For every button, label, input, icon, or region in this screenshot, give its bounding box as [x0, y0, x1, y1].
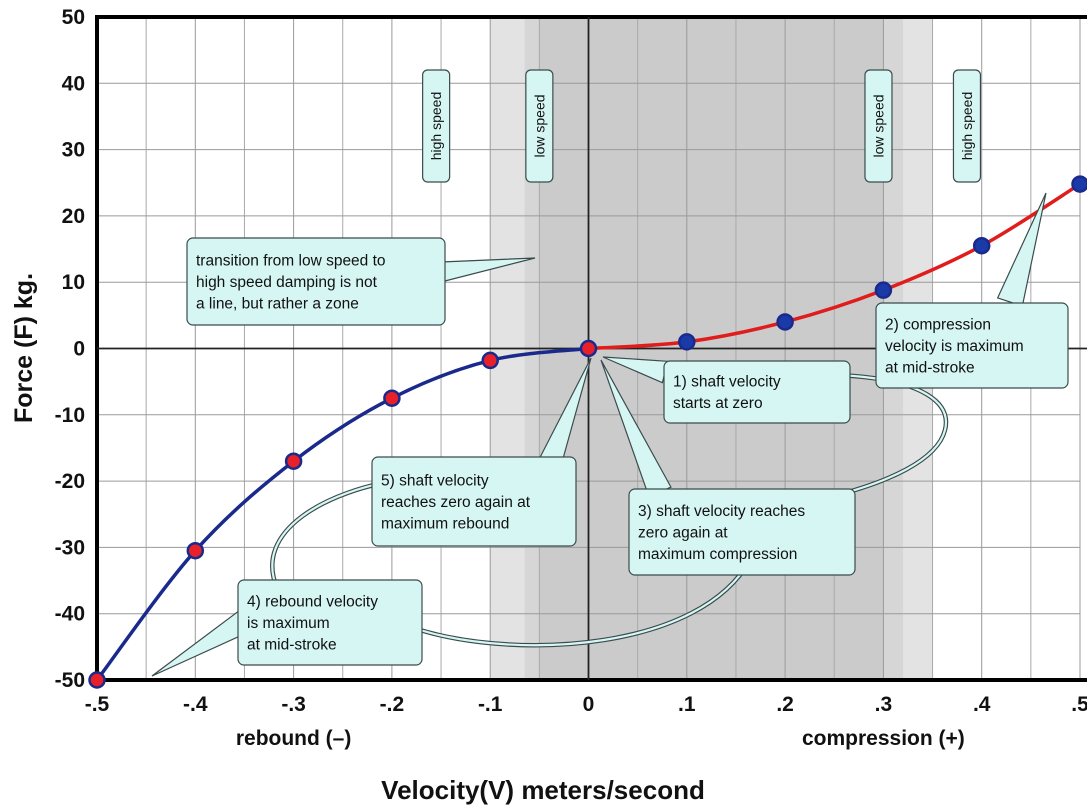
zone-band-label: high speed: [422, 69, 451, 183]
callouts: transition from low speed to high speed d…: [186, 237, 1069, 666]
zone-band-label-text: low speed: [870, 94, 886, 157]
x-tick-label: .1: [678, 693, 696, 716]
callout-text-line: starts at zero: [673, 395, 763, 412]
x-tick-label: 0: [583, 693, 595, 716]
x-axis-title: Velocity(V) meters/second: [381, 775, 705, 805]
x-tick-label: -.4: [183, 693, 208, 716]
callout-text-line: velocity is maximum: [885, 338, 1024, 355]
zone-band-label-box: [864, 69, 893, 183]
x-tick-label: .5: [1071, 693, 1087, 716]
y-tick-label: 40: [62, 72, 85, 95]
data-point: [776, 313, 794, 331]
callout-text-line: 2) compression: [885, 316, 991, 333]
y-tick-label: 30: [62, 139, 85, 162]
x-sublabel-compression: compression (+): [802, 727, 965, 750]
callout-text-line: at mid-stroke: [247, 636, 337, 653]
callout-rebound-zero: 5) shaft velocity reaches zero again at ma…: [371, 456, 577, 547]
series: [88, 175, 1087, 689]
callout-text-line: 1) shaft velocity: [673, 374, 781, 391]
zone-labels: high speed low speed low speed high speed: [422, 69, 982, 183]
x-tick-label: -.5: [85, 693, 110, 716]
zone-band-label-text: low speed: [531, 94, 547, 157]
zone-band-label: low speed: [525, 69, 554, 183]
callout-text-line: maximum compression: [638, 546, 797, 563]
data-point: [481, 351, 499, 370]
y-tick-label: -40: [55, 603, 85, 626]
callout-text-line: is maximum: [247, 615, 330, 632]
callout-text-line: 4) rebound velocity: [247, 593, 378, 610]
callout-text-line: transition from low speed to: [196, 252, 386, 269]
tick-labels: -50 -40 -30 -20 -10 0 10 20 30 40 50 -.5 -.4 -.3 -.2 -.…: [55, 6, 1087, 750]
data-point: [972, 236, 991, 255]
data-point: [186, 541, 205, 560]
callout-text-line: a line, but rather a zone: [196, 295, 359, 312]
y-tick-label: 10: [62, 271, 85, 294]
callout-text-line: high speed damping is not: [196, 274, 378, 291]
callout-rebound-max: 4) rebound velocity is maximum at mid-stro…: [237, 579, 423, 666]
y-tick-label: 50: [62, 6, 85, 29]
x-tick-label: .3: [875, 693, 893, 716]
x-tick-label: .2: [776, 693, 794, 716]
x-tick-label: -.3: [281, 693, 306, 716]
connector-sweep-c: [418, 558, 752, 647]
zone-band-label-box: [525, 69, 554, 183]
callout-text-line: at mid-stroke: [885, 359, 975, 376]
y-axis-title: Force (F) kg.: [10, 273, 38, 423]
callout-box: [875, 302, 1069, 389]
callout-transition-zone: transition from low speed to high speed d…: [186, 237, 446, 326]
y-tick-label: -50: [55, 669, 85, 692]
axis-titles: Velocity(V) meters/second Force (F) kg.: [10, 273, 705, 805]
callout-text-line: zero again at: [638, 524, 728, 541]
callout-compression-max: 2) compression velocity is maximum at mid-…: [875, 302, 1069, 389]
zone-band-label-text: high speed: [428, 92, 444, 161]
data-point: [88, 671, 106, 689]
callout-text-line: 3) shaft velocity reaches: [638, 503, 805, 520]
callout-box: [371, 456, 577, 547]
zone-band-label-box: [422, 69, 451, 183]
data-point: [678, 333, 696, 351]
y-tick-label: -30: [55, 536, 85, 559]
callout-box: [237, 579, 423, 666]
x-tick-label: .4: [973, 693, 991, 716]
zone-band-label: low speed: [864, 69, 893, 183]
y-tick-label: -10: [55, 404, 85, 427]
callout-box: [663, 360, 851, 424]
data-point: [1071, 175, 1087, 193]
callout-text-line: maximum rebound: [381, 515, 509, 532]
zone-band-label-box: [952, 69, 982, 183]
callout-compression-zero: 3) shaft velocity reaches zero again at ma…: [628, 488, 856, 576]
y-tick-label: 20: [62, 205, 85, 228]
connector-compression-max: [996, 192, 1047, 307]
callout-text-line: reaches zero again at: [381, 494, 531, 511]
callout-box: [628, 488, 856, 576]
data-point: [383, 389, 401, 407]
callout-text-line: 5) shaft velocity: [381, 472, 489, 489]
data-point: [874, 281, 893, 299]
data-point: [579, 339, 598, 358]
y-tick-label: 0: [73, 338, 85, 361]
callout-shaft-starts-zero: 1) shaft velocity starts at zero: [663, 360, 851, 424]
y-tick-label: -20: [55, 470, 85, 493]
data-point: [284, 452, 303, 470]
x-sublabel-rebound: rebound (–): [236, 727, 352, 750]
zone-band-label-text: high speed: [959, 92, 975, 161]
x-tick-label: -.1: [478, 693, 503, 716]
callout-box: [186, 237, 446, 326]
zone-band-label: high speed: [952, 69, 982, 183]
x-tick-label: -.2: [380, 693, 405, 716]
